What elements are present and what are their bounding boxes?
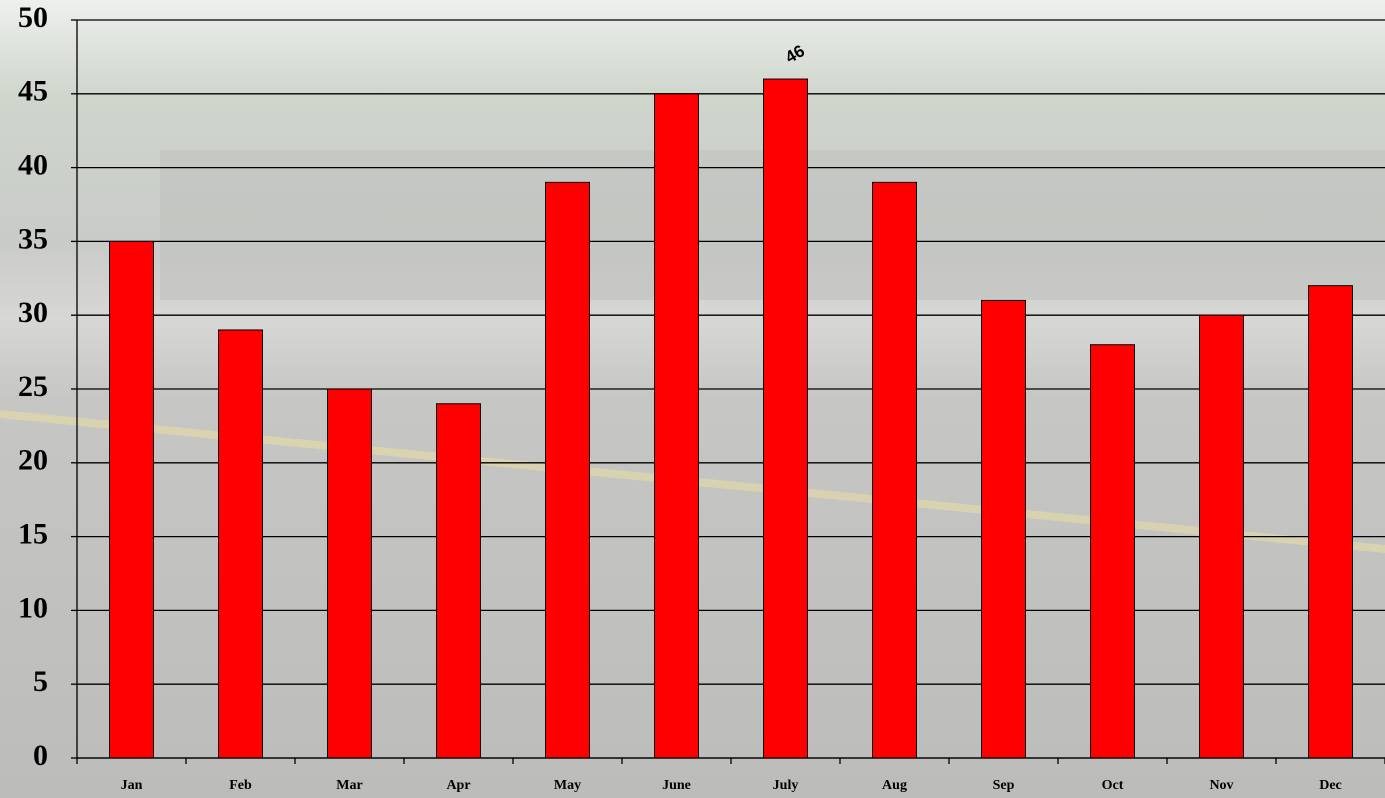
x-tick-label: Feb bbox=[229, 778, 252, 793]
x-tick-label: Jan bbox=[121, 778, 143, 793]
chart: 0 5 10 15 20 25 30 35 40 45 50 Jan Feb Mar Apr May June J… bbox=[0, 0, 1385, 798]
x-tick-label: Mar bbox=[336, 778, 362, 793]
y-tick-label: 10 bbox=[18, 591, 48, 624]
x-tick-label: June bbox=[662, 778, 691, 793]
bar bbox=[1200, 315, 1244, 758]
bar bbox=[655, 94, 699, 758]
bar bbox=[437, 404, 481, 758]
x-tick-label: Aug bbox=[882, 778, 907, 793]
y-tick-label: 5 bbox=[33, 665, 48, 698]
bar bbox=[110, 241, 154, 758]
bar bbox=[982, 300, 1026, 758]
bar bbox=[873, 182, 917, 758]
y-tick-label: 30 bbox=[18, 296, 48, 329]
x-tick-label: July bbox=[773, 778, 799, 793]
y-tick-label: 25 bbox=[18, 370, 48, 403]
bar bbox=[546, 182, 590, 758]
y-tick-label: 15 bbox=[18, 517, 48, 550]
bar bbox=[1309, 286, 1353, 758]
x-tick-label: Dec bbox=[1319, 778, 1342, 793]
y-tick-label: 20 bbox=[18, 444, 48, 477]
x-tick-label: May bbox=[554, 778, 581, 793]
x-tick-label: Apr bbox=[446, 778, 470, 793]
bar bbox=[328, 389, 372, 758]
y-tick-label: 50 bbox=[18, 1, 48, 34]
x-tick-label: Oct bbox=[1102, 778, 1124, 793]
y-tick-label: 40 bbox=[18, 148, 48, 181]
bar bbox=[219, 330, 263, 758]
y-tick-label: 35 bbox=[18, 222, 48, 255]
x-tick-label: Nov bbox=[1209, 778, 1233, 793]
y-tick-label: 0 bbox=[33, 739, 48, 772]
x-tick-label: Sep bbox=[993, 778, 1015, 793]
y-tick-label: 45 bbox=[18, 75, 48, 108]
bar bbox=[764, 79, 808, 758]
bar bbox=[1091, 345, 1135, 758]
